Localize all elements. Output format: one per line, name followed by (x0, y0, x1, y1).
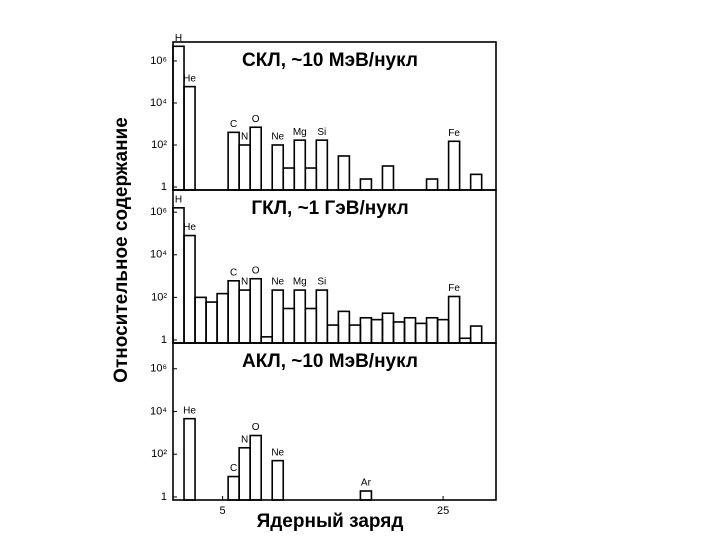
y-tick-label: 10⁶ (150, 55, 167, 67)
bar (436, 318, 450, 344)
bar (447, 140, 461, 191)
bar (183, 234, 196, 344)
bar (315, 289, 329, 344)
bar-label: C (230, 119, 237, 130)
bar (381, 312, 395, 344)
x-tick-label: 25 (437, 505, 449, 517)
y-tick-label: 10² (151, 139, 167, 151)
bar (271, 144, 285, 191)
bar (227, 475, 240, 501)
bar (183, 417, 196, 501)
bar (304, 307, 318, 344)
bar (403, 316, 417, 344)
bar (469, 173, 483, 191)
bar (304, 167, 318, 191)
bar (282, 167, 296, 191)
bar-label: C (230, 267, 237, 278)
bar (469, 325, 483, 344)
bar (293, 139, 307, 191)
bar (249, 126, 262, 191)
y-tick-label: 1 (161, 181, 167, 193)
bar (447, 295, 461, 344)
bar (238, 289, 251, 344)
y-tick-label: 1 (161, 334, 167, 346)
bar (227, 131, 240, 191)
bar (238, 446, 251, 501)
bar (183, 85, 196, 191)
bar-label: Fe (448, 128, 460, 139)
y-tick-label: 10² (151, 291, 167, 303)
bar (194, 296, 207, 344)
y-axis-label: Относительное содержание (111, 117, 132, 383)
bar-label: Fe (448, 283, 460, 294)
bar (370, 318, 384, 344)
bar (172, 45, 185, 191)
bar (381, 165, 395, 191)
bar-label: C (230, 463, 237, 474)
bar (249, 277, 262, 344)
bar-label: Ar (361, 478, 372, 489)
bar-label: Si (317, 277, 326, 288)
bar (271, 289, 285, 344)
bar (293, 289, 307, 344)
bar-label: N (241, 132, 248, 143)
bar (216, 292, 229, 344)
bar (359, 178, 373, 191)
bar (227, 279, 240, 344)
bar (359, 316, 373, 344)
y-tick-label: 10⁴ (150, 97, 167, 109)
bar-label: N (241, 434, 248, 445)
bar-label: O (252, 265, 260, 276)
panel-frame (172, 342, 497, 501)
bar-label: H (175, 33, 182, 44)
bar (348, 324, 362, 344)
bar-label: Ne (271, 277, 284, 288)
y-tick-label: 1 (161, 491, 167, 503)
bar-label: He (183, 222, 196, 233)
bar-label: Si (317, 127, 326, 138)
bar-label: O (252, 422, 260, 433)
bar (359, 490, 373, 501)
bar-label: Mg (293, 127, 307, 138)
bar-label: Ne (271, 132, 284, 143)
bar (425, 178, 439, 191)
x-tick-label: 5 (220, 505, 226, 517)
y-tick-label: 10² (151, 448, 167, 460)
bar (205, 301, 218, 344)
bar (249, 434, 262, 501)
bar-label: He (183, 405, 196, 416)
bar (260, 336, 274, 344)
bar-label: N (241, 277, 248, 288)
panel-title: АКЛ, ~10 МэВ/нукл (242, 351, 418, 372)
bar-label: Mg (293, 277, 307, 288)
bar (337, 310, 351, 344)
bar (337, 155, 351, 191)
bar (238, 144, 251, 191)
bar-label: He (183, 73, 196, 84)
bar (392, 321, 406, 344)
panel-title: ГКЛ, ~1 ГэВ/нукл (251, 198, 408, 219)
bar (282, 307, 296, 344)
bar (326, 324, 340, 344)
bar (425, 316, 439, 344)
y-tick-label: 10⁶ (150, 206, 167, 218)
panel-title: СКЛ, ~10 МэВ/нукл (242, 50, 418, 71)
x-axis-label: Ядерный заряд (257, 511, 404, 532)
bar (271, 459, 285, 501)
y-tick-label: 10⁶ (150, 363, 167, 375)
bar (315, 139, 329, 191)
y-tick-label: 10⁴ (150, 249, 167, 261)
bar (414, 322, 428, 344)
bar-label: O (252, 114, 260, 125)
y-tick-label: 10⁴ (150, 405, 167, 417)
bar-label: Ne (271, 447, 284, 458)
bar-label: H (175, 194, 182, 205)
